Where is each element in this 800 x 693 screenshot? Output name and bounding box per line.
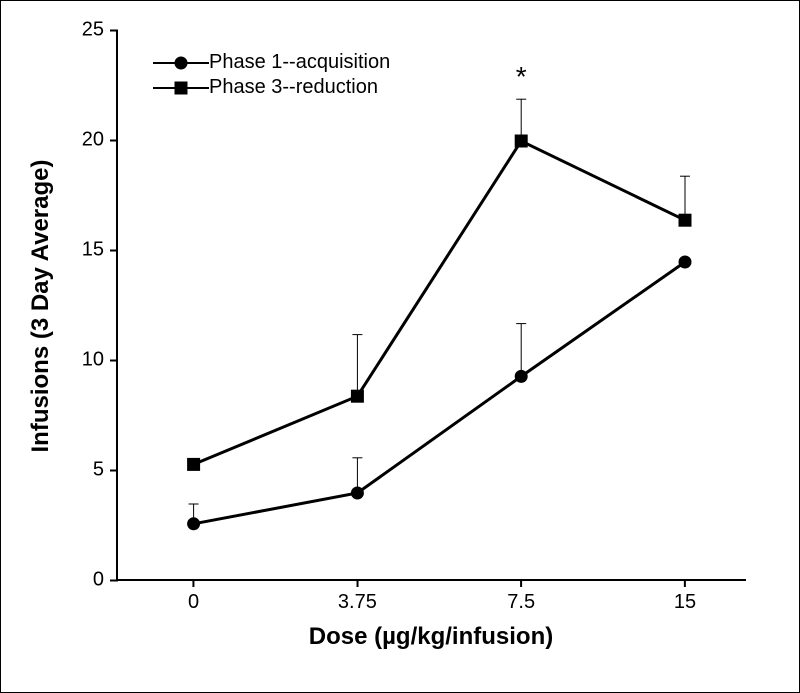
- x-tick: 0: [188, 579, 199, 614]
- y-tick-mark: [110, 249, 118, 251]
- y-tick-label: 15: [82, 239, 110, 262]
- x-tick-label: 0: [188, 587, 199, 614]
- y-tick-label: 0: [93, 569, 110, 592]
- x-tick-label: 7.5: [507, 587, 535, 614]
- data-point-square: [679, 214, 692, 227]
- y-tick-mark: [110, 469, 118, 471]
- series-svg: [118, 31, 748, 581]
- x-tick: 7.5: [507, 579, 535, 614]
- x-tick-label: 3.75: [338, 587, 377, 614]
- legend-item: Phase 3--reduction: [153, 76, 390, 99]
- y-tick: 20: [82, 129, 118, 152]
- data-point-square: [515, 135, 528, 148]
- data-point-square: [187, 458, 200, 471]
- y-tick-mark: [110, 359, 118, 361]
- data-point-circle: [187, 517, 200, 530]
- data-point-circle: [515, 370, 528, 383]
- series-line: [194, 141, 685, 464]
- circle-marker-icon: [175, 56, 188, 69]
- legend: Phase 1--acquisitionPhase 3--reduction: [153, 51, 390, 99]
- y-tick-label: 20: [82, 129, 110, 152]
- y-tick-label: 5: [93, 459, 110, 482]
- y-tick-mark: [110, 579, 118, 581]
- x-tick: 15: [674, 579, 696, 614]
- chart-frame: 0 5 10 15 20 25 0 3.75 7.5 15 * Phase 1--acquisi…: [0, 0, 800, 693]
- square-marker-icon: [175, 81, 188, 94]
- y-tick-mark: [110, 139, 118, 141]
- y-tick: 5: [93, 459, 118, 482]
- data-point-square: [351, 390, 364, 403]
- x-tick-label: 15: [674, 587, 696, 614]
- y-tick: 15: [82, 239, 118, 262]
- data-point-circle: [351, 487, 364, 500]
- plot-area: 0510152025 03.757.515 * Phase 1--acquisi…: [116, 31, 746, 581]
- y-tick-label: 25: [82, 19, 110, 42]
- x-tick: 3.75: [338, 579, 377, 614]
- y-tick-mark: [110, 29, 118, 31]
- data-point-circle: [679, 256, 692, 269]
- y-tick: 0: [93, 569, 118, 592]
- y-axis-label: Infusions (3 Day Average): [27, 160, 55, 453]
- series-line: [194, 262, 685, 524]
- significance-marker: *: [516, 61, 527, 93]
- legend-swatch: [153, 79, 209, 97]
- x-axis-label: Dose (µg/kg/infusion): [309, 623, 554, 651]
- legend-swatch: [153, 54, 209, 72]
- y-tick-label: 10: [82, 349, 110, 372]
- legend-label: Phase 3--reduction: [209, 76, 378, 99]
- y-tick: 25: [82, 19, 118, 42]
- legend-label: Phase 1--acquisition: [209, 51, 390, 74]
- y-tick: 10: [82, 349, 118, 372]
- legend-item: Phase 1--acquisition: [153, 51, 390, 74]
